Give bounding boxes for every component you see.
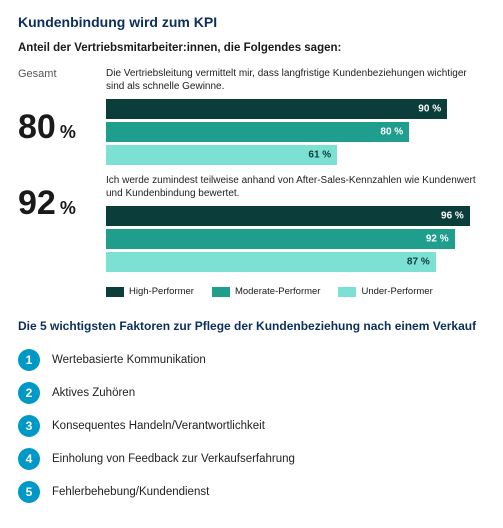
bar-fill: 96 % xyxy=(106,206,470,226)
legend-label: High-Performer xyxy=(129,286,194,297)
factor-text: Wertebasierte Kommunikation xyxy=(52,354,206,366)
bar-value-label: 90 % xyxy=(418,104,441,115)
legend-label: Under-Performer xyxy=(361,286,432,297)
bar-value-label: 80 % xyxy=(380,127,403,138)
factor-text: Aktives Zuhören xyxy=(52,387,135,399)
bar-fill: 87 % xyxy=(106,252,436,272)
charts-container: Gesamt 80% 92% Die Vertriebsleitung vermi… xyxy=(18,68,485,282)
bar-fill: 90 % xyxy=(106,99,447,119)
bar-row: 92 % xyxy=(106,229,485,249)
bar-fill: 61 % xyxy=(106,145,337,165)
factor-number-badge: 5 xyxy=(18,481,40,503)
bar-value-label: 87 % xyxy=(407,257,430,268)
factor-row: 2 Aktives Zuhören xyxy=(18,382,485,404)
legend-swatch xyxy=(212,287,230,297)
bar-value-label: 92 % xyxy=(426,234,449,245)
factor-row: 4 Einholung von Feedback zur Verkaufserfa… xyxy=(18,448,485,470)
bar-row: 90 % xyxy=(106,99,485,119)
legend-label: Moderate-Performer xyxy=(235,286,321,297)
bar-value-label: 61 % xyxy=(308,150,331,161)
total-percent: 80% xyxy=(18,110,96,144)
factor-row: 3 Konsequentes Handeln/Verantwortlichkeit xyxy=(18,415,485,437)
factor-number-badge: 3 xyxy=(18,415,40,437)
factor-text: Einholung von Feedback zur Verkaufserfah… xyxy=(52,453,295,465)
factor-row: 1 Wertebasierte Kommunikation xyxy=(18,349,485,371)
bar-fill: 80 % xyxy=(106,122,409,142)
legend-item: High-Performer xyxy=(106,286,194,297)
factor-number-badge: 2 xyxy=(18,382,40,404)
chart-block: Die Vertriebsleitung vermittelt mir, das… xyxy=(106,68,485,165)
chart-question: Die Vertriebsleitung vermittelt mir, das… xyxy=(106,68,485,93)
bar-fill: 92 % xyxy=(106,229,455,249)
page-title: Kundenbindung wird zum KPI xyxy=(18,14,485,30)
factor-row: 5 Fehlerbehebung/Kundendienst xyxy=(18,481,485,503)
gesamt-label: Gesamt xyxy=(18,68,96,80)
factors-title: Die 5 wichtigsten Faktoren zur Pflege de… xyxy=(18,319,485,335)
legend-item: Moderate-Performer xyxy=(212,286,321,297)
factor-number-badge: 4 xyxy=(18,448,40,470)
chart-legend: High-Performer Moderate-Performer Under-Pe… xyxy=(106,286,485,297)
legend-swatch xyxy=(338,287,356,297)
total-percent: 92% xyxy=(18,186,96,220)
factor-number-badge: 1 xyxy=(18,349,40,371)
bar-row: 80 % xyxy=(106,122,485,142)
legend-swatch xyxy=(106,287,124,297)
bar-value-label: 96 % xyxy=(441,211,464,222)
factor-text: Fehlerbehebung/Kundendienst xyxy=(52,486,209,498)
chart-block: Ich werde zumindest teilweise anhand von… xyxy=(106,175,485,272)
bar-row: 61 % xyxy=(106,145,485,165)
bar-row: 87 % xyxy=(106,252,485,272)
factor-text: Konsequentes Handeln/Verantwortlichkeit xyxy=(52,420,265,432)
legend-item: Under-Performer xyxy=(338,286,432,297)
chart-question: Ich werde zumindest teilweise anhand von… xyxy=(106,175,485,200)
chart-subtitle: Anteil der Vertriebsmitarbeiter:innen, d… xyxy=(18,42,485,54)
bar-row: 96 % xyxy=(106,206,485,226)
